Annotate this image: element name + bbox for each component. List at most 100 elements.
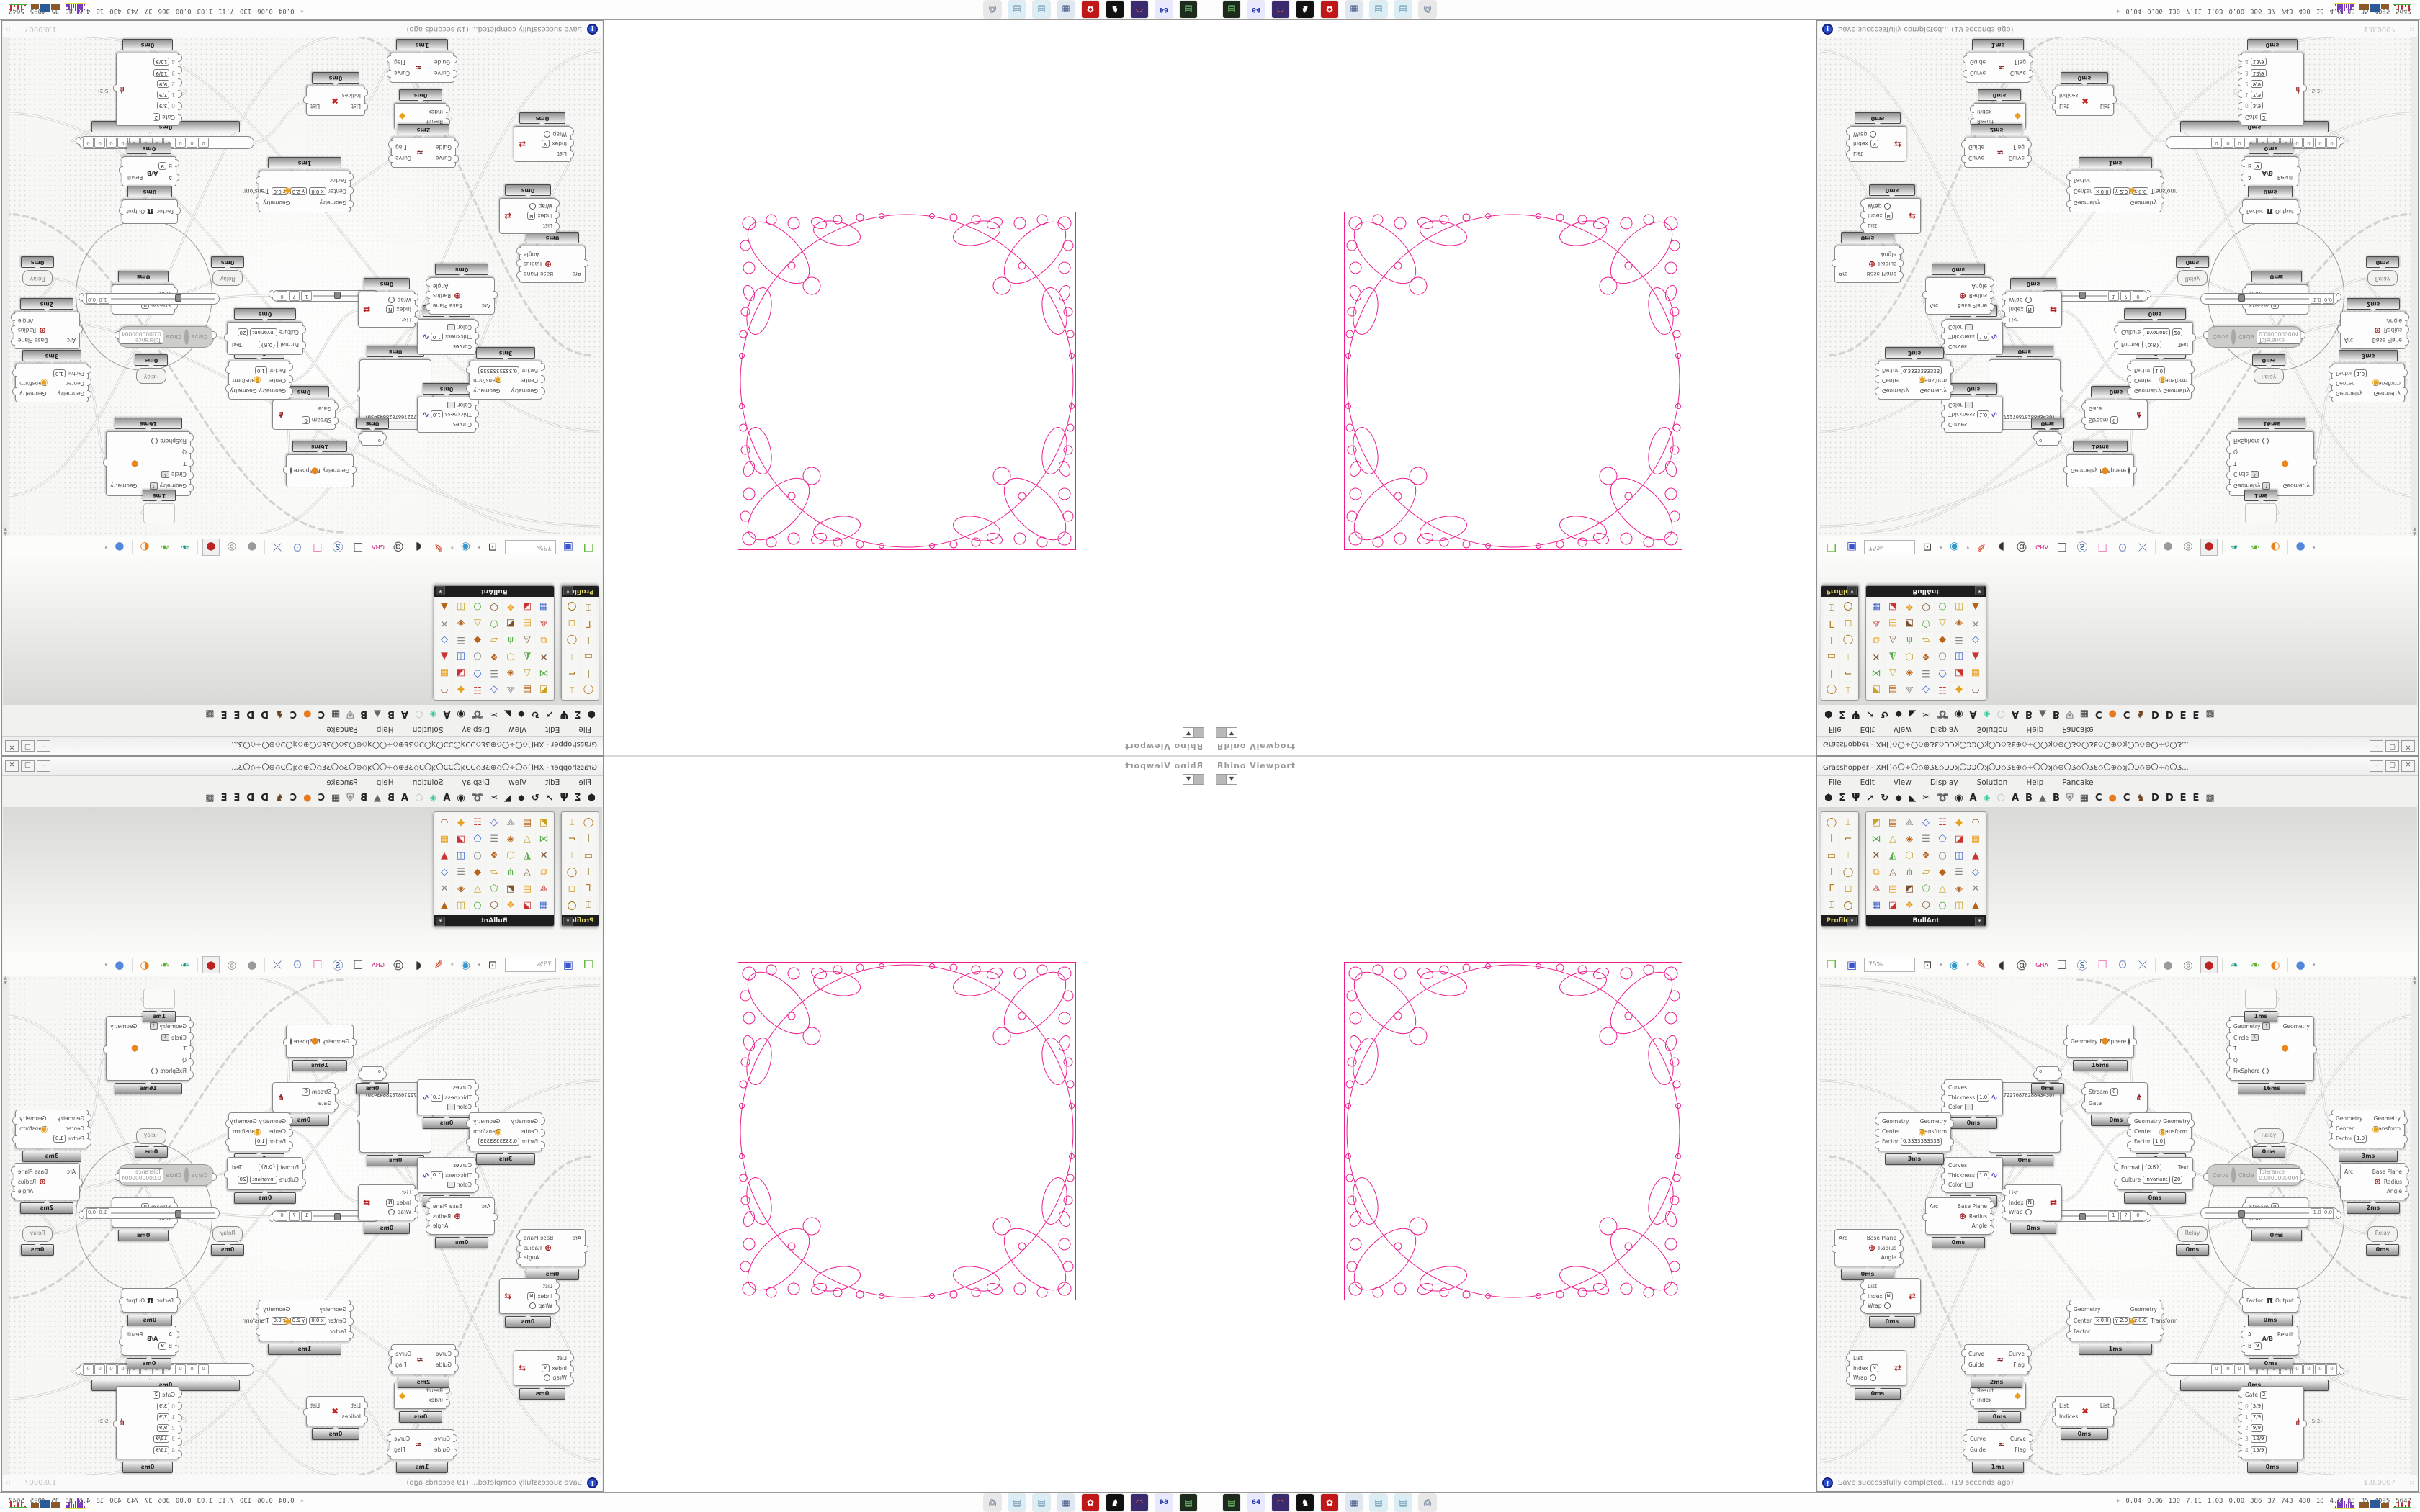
canvas-scrollbar[interactable]: ▲ ▼ <box>2 37 9 536</box>
component-icon[interactable]: ⬡ <box>503 649 519 665</box>
announce-icon[interactable]: ◖ <box>416 541 421 554</box>
component-tab-14[interactable]: B <box>387 708 395 719</box>
component-icon[interactable]: ◪ <box>519 599 535 615</box>
component-icon[interactable]: ◈ <box>453 616 469 631</box>
input-nub[interactable] <box>2226 484 2231 492</box>
gh-node-prev2[interactable]: Curves Thickness 1.0 Color ∿ <box>1941 319 2003 355</box>
component-icon[interactable]: ◆ <box>1951 814 1967 830</box>
input-nub[interactable] <box>2238 78 2242 86</box>
component-tab-14[interactable]: B <box>2025 708 2033 719</box>
component-icon[interactable]: ⟁ <box>536 616 552 631</box>
component-tab-27[interactable]: ▩ <box>2205 793 2215 804</box>
component-tab-14[interactable]: B <box>2025 793 2033 804</box>
component-icon[interactable]: ⧉ <box>1868 632 1884 648</box>
component-icon[interactable]: ▱ <box>486 632 502 648</box>
input-nub[interactable] <box>1922 1213 1927 1221</box>
component-icon[interactable]: ◪ <box>519 897 535 913</box>
output-nub[interactable] <box>2027 1364 2032 1372</box>
component-icon[interactable]: ◯ <box>564 632 580 648</box>
gh-node-dearc1[interactable]: Arc Base Plane Radius Angle ⊕ <box>1832 1229 1904 1266</box>
component-tab-5[interactable]: ◆ <box>517 793 525 804</box>
component-tab-24[interactable]: D <box>2165 708 2174 719</box>
menu-item-help[interactable]: Help <box>376 725 394 734</box>
output-nub[interactable] <box>11 1179 15 1187</box>
component-tab-19[interactable]: C <box>2094 793 2102 804</box>
palette-title-bullant[interactable]: BullAnt ▾ <box>434 915 554 926</box>
output-nub[interactable] <box>256 1308 260 1315</box>
component-tab-14[interactable]: B <box>387 793 395 804</box>
minimize-button[interactable]: – <box>37 740 50 752</box>
component-icon[interactable]: ❖ <box>1918 649 1934 665</box>
output-nub[interactable] <box>303 96 308 104</box>
preview-eye-icon[interactable]: ◉ <box>460 958 471 971</box>
component-tab-5[interactable]: ◆ <box>517 708 525 719</box>
balloon-icon[interactable]: ʘ <box>293 958 302 971</box>
output-nub[interactable] <box>2190 1120 2195 1128</box>
preview-off-icon[interactable]: ● <box>2163 958 2173 971</box>
output-nub[interactable] <box>516 1245 521 1253</box>
relay-node[interactable]: Relay <box>22 1226 53 1242</box>
gh-node-cull[interactable]: List List Indices ✖ <box>2052 1396 2117 1426</box>
component-icon[interactable]: ▱ <box>1918 632 1934 648</box>
component-icon[interactable]: ❖ <box>486 847 502 863</box>
output-nub[interactable] <box>115 1173 119 1181</box>
chevron-down-icon[interactable]: ▾ <box>436 586 445 595</box>
component-tab-9[interactable]: ◉ <box>457 793 465 804</box>
component-icon[interactable]: ☷ <box>470 814 485 830</box>
component-icon[interactable]: ◈ <box>1951 881 1967 896</box>
output-nub[interactable] <box>12 369 17 377</box>
component-tab-25[interactable]: E <box>2179 793 2187 804</box>
output-nub[interactable] <box>2059 1115 2063 1122</box>
component-icon[interactable]: ⬡ <box>503 847 519 863</box>
menu-item-file[interactable]: File <box>578 778 591 787</box>
output-nub[interactable] <box>2058 1071 2062 1079</box>
output-nub[interactable] <box>516 247 521 256</box>
output-nub[interactable] <box>256 176 260 184</box>
gh-node-fix1[interactable]: Geometry ↑ Geometry Circle ↓ T Q FixSphere ⬢ <box>103 1016 194 1081</box>
fox-black-icon[interactable]: ♞ <box>1296 1 1314 18</box>
output-nub[interactable] <box>119 1338 123 1346</box>
resize-grip[interactable]: ∷ <box>2409 1480 2414 1486</box>
gh-node-fix2[interactable]: Geometry FixSphere ⬢ <box>283 454 357 487</box>
output-nub[interactable] <box>2147 1214 2151 1222</box>
notepad2-icon[interactable]: ▤ <box>1008 1494 1026 1511</box>
component-icon[interactable]: ◠ <box>1968 682 1984 698</box>
maximize-button[interactable]: ▢ <box>2385 760 2399 772</box>
component-icon[interactable]: ⬠ <box>1918 881 1934 896</box>
input-nub[interactable] <box>2066 1304 2071 1313</box>
component-icon[interactable]: ◆ <box>470 632 485 648</box>
component-icon[interactable]: ▦ <box>1868 897 1884 913</box>
component-tab-17[interactable]: ⛨ <box>346 793 354 804</box>
gh-node-scale1[interactable]: Geometry Geometry Center Transform Factor 0.3… <box>466 1112 545 1151</box>
preview-wire-icon[interactable]: ◎ <box>2183 541 2193 554</box>
canvas-scrollbar[interactable]: ▲ ▼ <box>2411 976 2418 1475</box>
sphere-blue-icon[interactable]: ● <box>2295 958 2305 971</box>
drive-monitor-icon[interactable]: ▤ <box>1180 1494 1197 1511</box>
open-folder-icon[interactable]: ❐ <box>1827 958 1837 971</box>
gha-icon[interactable]: GHA <box>2035 544 2048 551</box>
sphere-half-icon[interactable]: ◐ <box>140 958 150 971</box>
component-icon[interactable]: ◆ <box>1935 864 1950 880</box>
output-nub[interactable] <box>387 1449 391 1457</box>
component-icon[interactable]: ◭ <box>519 649 535 665</box>
chevron-down-icon[interactable]: ▼ <box>1227 727 1237 738</box>
component-icon[interactable]: ⋔ <box>1901 632 1917 648</box>
gh-node-shift1[interactable]: List Index N Wrap ⇄ <box>514 126 574 162</box>
gh-node-scale2[interactable]: Geometry Geometry Center Transform Factor 1.0… <box>2127 1112 2195 1151</box>
component-icon[interactable]: ◆ <box>1935 632 1950 648</box>
gh-node-div[interactable]: A Result B 9 A∕B <box>2241 1326 2301 1356</box>
input-nub[interactable] <box>2066 199 2071 208</box>
component-icon[interactable]: ◈ <box>1901 665 1917 681</box>
component-icon[interactable]: ▤ <box>1885 814 1901 830</box>
component-icon[interactable]: ☰ <box>486 831 502 847</box>
component-icon[interactable]: ◯ <box>581 682 596 698</box>
gh-node-gate1[interactable]: Stream 0 Gate ⋔ <box>272 1082 339 1112</box>
gh-node-shift2[interactable]: List Index N Wrap ⇄ <box>2002 292 2062 328</box>
announce-icon[interactable]: ◖ <box>1999 958 2004 971</box>
data-panel-panel2[interactable]: o <box>2033 1066 2062 1081</box>
viewport-projection-dropdown[interactable]: ▼ <box>1216 727 1237 738</box>
component-icon[interactable]: ◆ <box>453 682 469 698</box>
output-nub[interactable] <box>225 1138 230 1146</box>
component-icon[interactable]: ⌶ <box>1824 599 1839 615</box>
component-icon[interactable]: ⟁ <box>1868 616 1884 631</box>
